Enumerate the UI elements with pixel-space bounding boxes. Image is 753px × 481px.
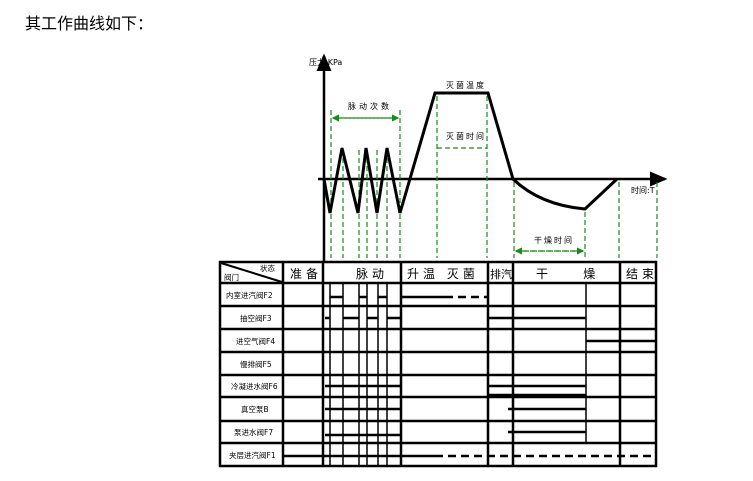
y-axis-label: 压力:KPa xyxy=(309,57,342,67)
row-label-f3: 抽空阀F3 xyxy=(240,313,272,323)
pressure-curve xyxy=(322,91,619,214)
row-label-f2: 内室进汽阀F2 xyxy=(226,290,273,300)
intro-text: 其工作曲线如下： xyxy=(25,14,154,33)
row-label-f7: 泵进水阀F7 xyxy=(234,427,273,437)
x-axis-label: 时间:T xyxy=(631,185,655,195)
row-label-f6: 冷凝进水阀F6 xyxy=(231,381,278,391)
sterilize-time-label: 灭菌时间 xyxy=(446,131,486,141)
pulse-count-label: 脉动次数 xyxy=(348,101,392,111)
row-label-f4: 进空气阀F4 xyxy=(236,336,275,346)
row-label-b: 真空泵B xyxy=(241,404,269,414)
guide-lines xyxy=(330,96,658,258)
phase-dry: 干 燥 xyxy=(536,267,599,281)
phase-pulse: 脉动 xyxy=(356,266,388,281)
phase-prepare: 准备 xyxy=(290,267,322,281)
phase-heat-sterilize: 升温 灭菌 xyxy=(407,267,479,281)
sterilize-temp-label: 灭菌温度 xyxy=(446,80,486,90)
phase-end: 结束 xyxy=(626,267,658,281)
row-label-f5: 慢排阀F5 xyxy=(240,359,272,369)
dry-time-label: 干燥时间 xyxy=(534,235,574,245)
corner-state-label: 状态 xyxy=(260,263,275,273)
row-label-f1: 夹层进汽阀F1 xyxy=(229,450,276,460)
corner-valve-label: 阀门 xyxy=(224,273,239,282)
valve-table xyxy=(218,260,658,468)
phase-exhaust: 排汽 xyxy=(490,267,512,281)
